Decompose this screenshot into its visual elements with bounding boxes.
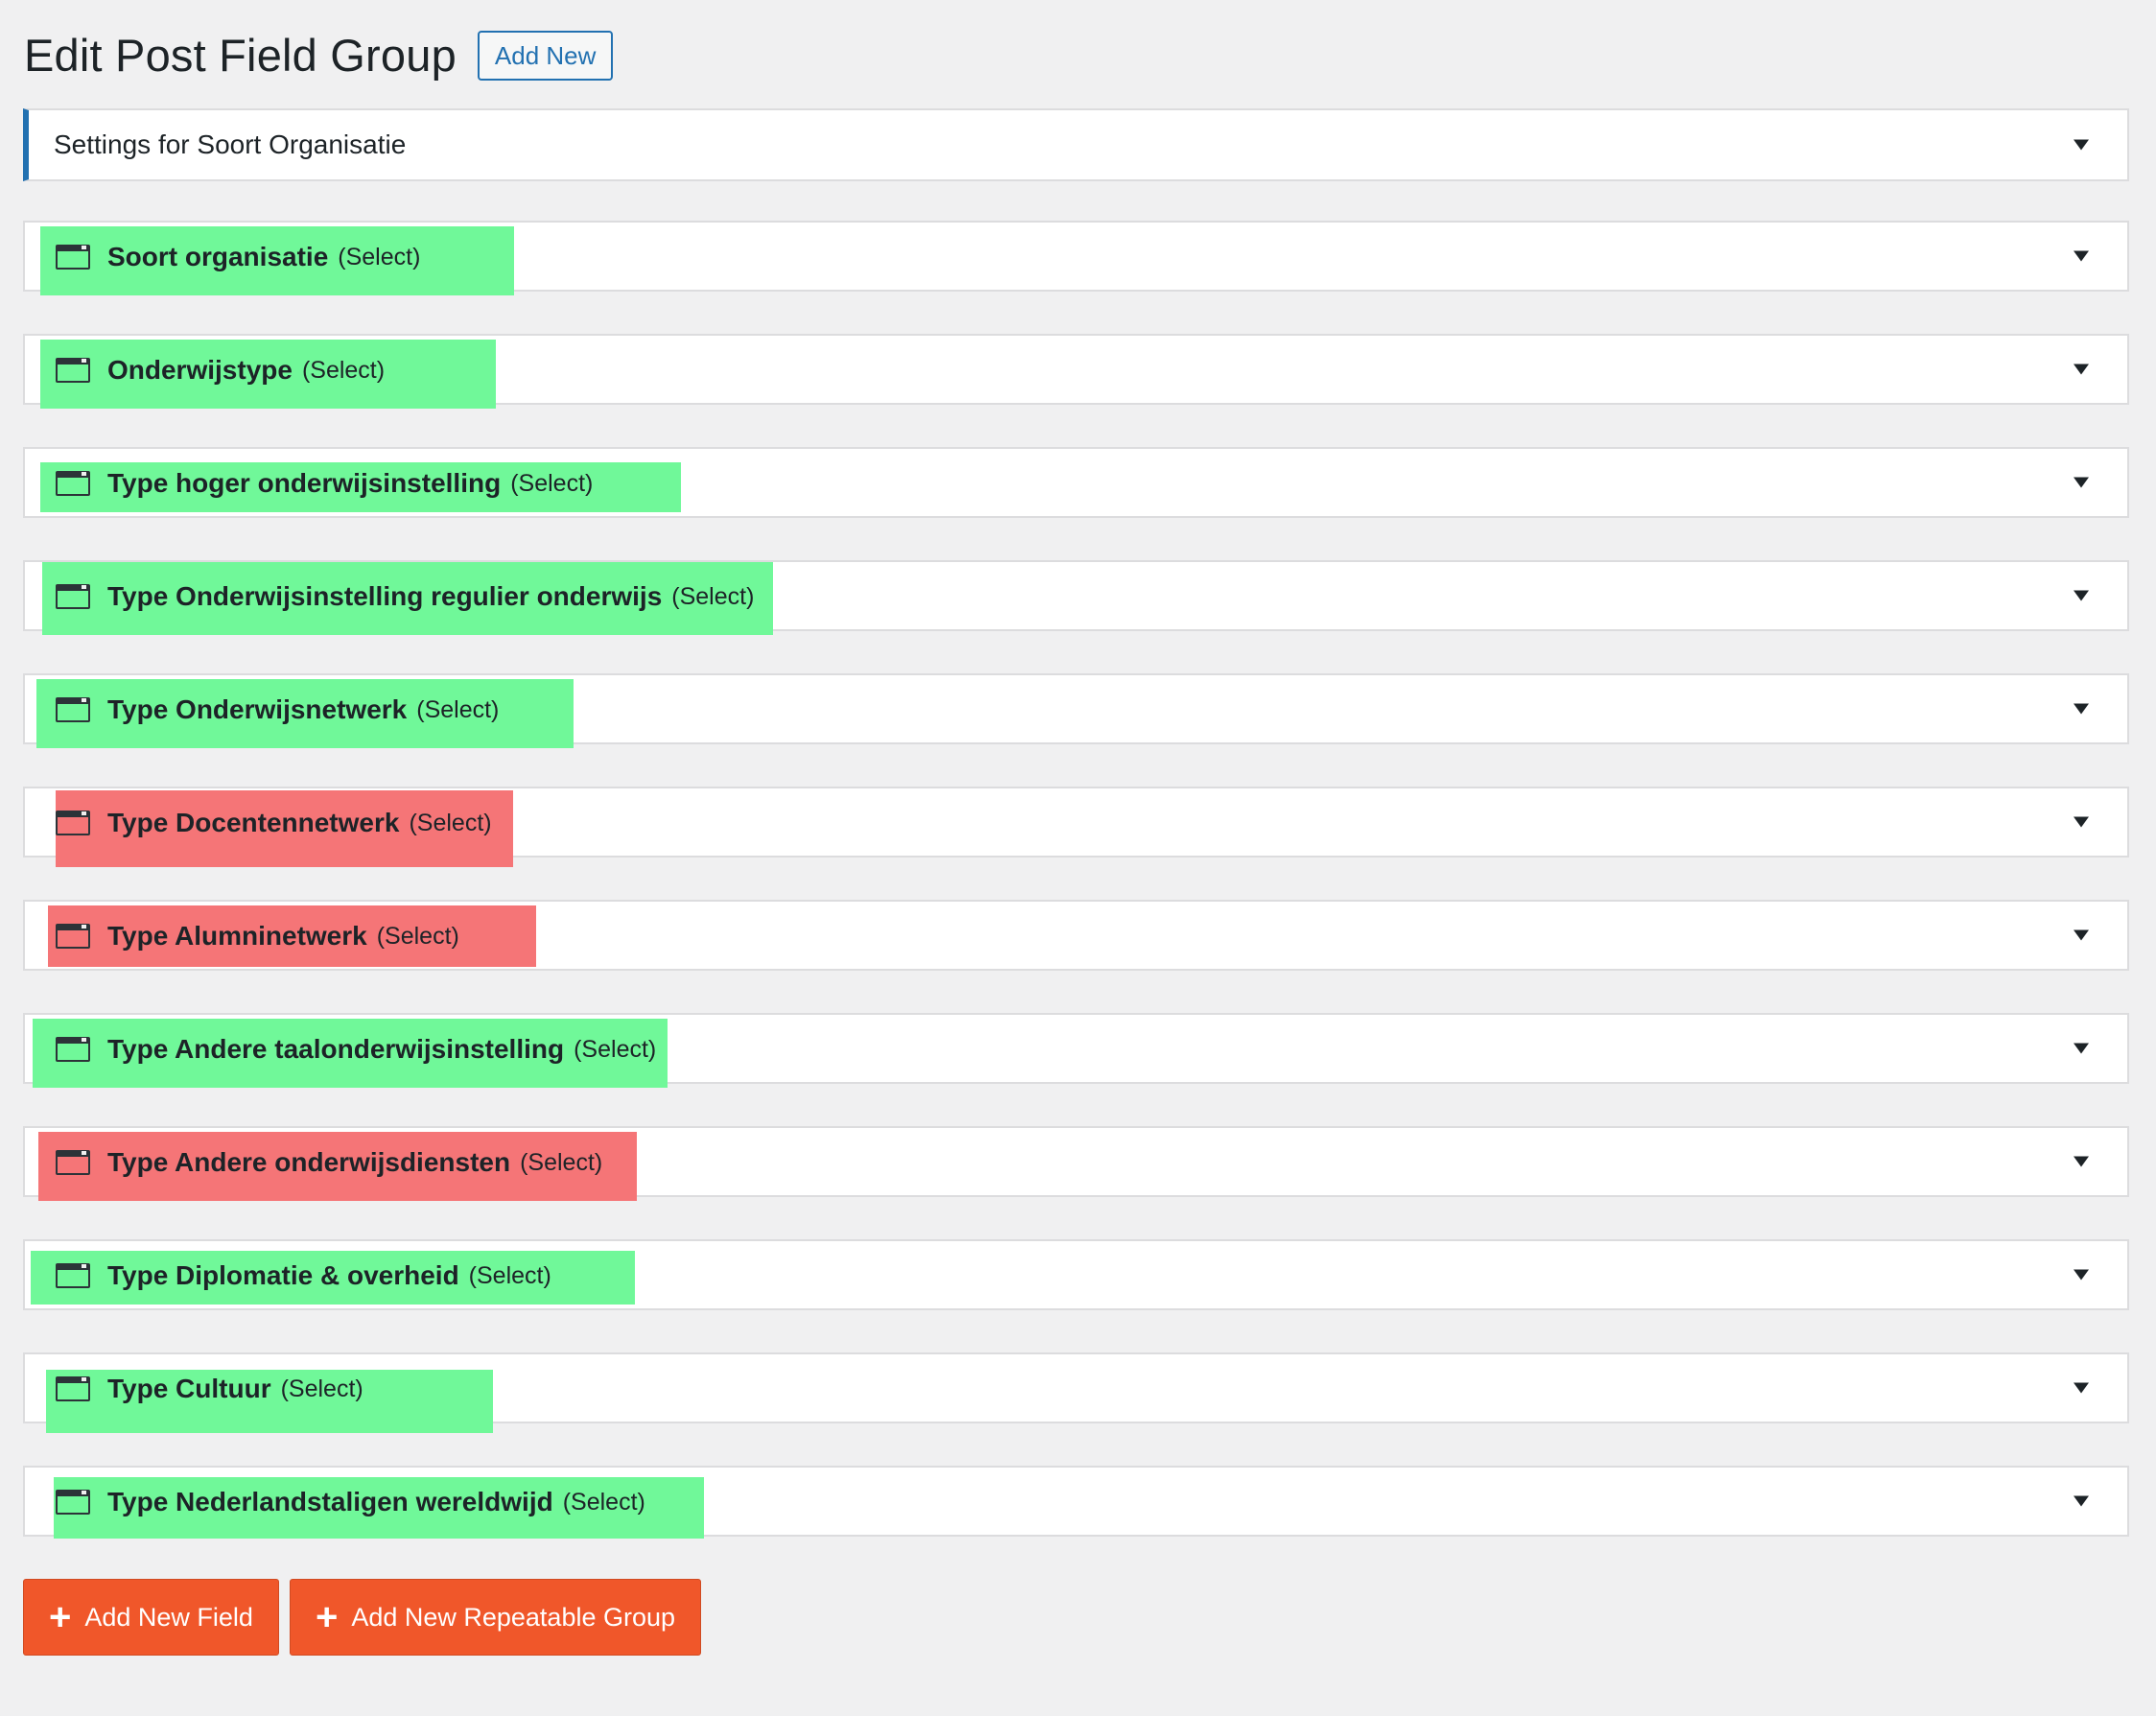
field-box[interactable]: Soort organisatie (Select): [23, 221, 2129, 295]
highlight-marker: [46, 1370, 493, 1433]
field-toggle-icon[interactable]: [2074, 1269, 2089, 1281]
field-toggle-icon[interactable]: [2074, 816, 2089, 828]
field-toggle-icon[interactable]: [2074, 590, 2089, 601]
field-type: (Select): [520, 1148, 603, 1176]
field-actions: + Add New Field + Add New Repeatable Gro…: [23, 1579, 702, 1656]
field-box[interactable]: Type Andere onderwijsdiensten (Select): [23, 1126, 2129, 1201]
field-header: Type Onderwijsinstelling regulier onderw…: [56, 562, 754, 631]
field-type: (Select): [301, 356, 386, 384]
highlight-marker: [33, 1019, 668, 1088]
highlight-marker: [31, 1251, 635, 1305]
field-header: Type Nederlandstaligen wereldwijd (Selec…: [56, 1468, 645, 1537]
field-box[interactable]: Type Andere taalonderwijsinstelling (Sel…: [23, 1013, 2129, 1088]
select-field-icon: [56, 471, 90, 496]
highlight-marker: [40, 462, 681, 512]
field-header: Type Docentennetwerk (Select): [56, 788, 492, 858]
field-header: Type Onderwijsnetwerk (Select): [56, 675, 499, 744]
select-field-icon: [56, 1263, 90, 1288]
field-header: Type Diplomatie & overheid (Select): [56, 1241, 551, 1310]
field-type: (Select): [574, 1035, 657, 1063]
select-field-icon: [56, 1490, 90, 1515]
field-box[interactable]: Type Onderwijsinstelling regulier onderw…: [23, 560, 2129, 635]
add-new-button[interactable]: Add New: [477, 31, 614, 81]
add-repeatable-group-button[interactable]: + Add New Repeatable Group: [289, 1579, 702, 1656]
field-header: Type hoger onderwijsinstelling (Select): [56, 449, 593, 518]
plus-icon: +: [315, 1596, 339, 1638]
select-field-icon: [56, 1376, 90, 1401]
highlight-marker: [40, 226, 514, 295]
select-field-icon: [56, 924, 90, 949]
field-header: Soort organisatie (Select): [56, 223, 420, 292]
field-type: (Select): [468, 1261, 551, 1289]
settings-toggle-icon[interactable]: [2074, 139, 2089, 151]
field-header: Type Andere onderwijsdiensten (Select): [56, 1128, 602, 1197]
field-header: Type Andere taalonderwijsinstelling (Sel…: [56, 1015, 656, 1084]
highlight-marker: [56, 790, 513, 867]
add-new-field-button[interactable]: + Add New Field: [23, 1579, 279, 1656]
field-name: Type Onderwijsnetwerk: [107, 694, 408, 724]
field-name: Type Andere taalonderwijsinstelling: [107, 1034, 565, 1064]
field-box[interactable]: Type Cultuur (Select): [23, 1352, 2129, 1433]
field-name: Onderwijstype: [107, 355, 293, 385]
field-box[interactable]: Type Diplomatie & overheid (Select): [23, 1239, 2129, 1310]
highlight-marker: [48, 905, 536, 967]
field-box[interactable]: Type Onderwijsnetwerk (Select): [23, 673, 2129, 748]
plus-icon: +: [49, 1596, 72, 1638]
field-box[interactable]: Onderwijstype (Select): [23, 334, 2129, 409]
field-name: Type Andere onderwijsdiensten: [107, 1147, 511, 1177]
select-field-icon: [56, 1037, 90, 1062]
select-field-icon: [56, 245, 90, 270]
page-title: Edit Post Field Group: [24, 30, 457, 81]
highlight-marker: [42, 562, 773, 635]
field-type: (Select): [376, 922, 459, 950]
field-toggle-icon[interactable]: [2074, 1043, 2089, 1054]
field-box[interactable]: Type Nederlandstaligen wereldwijd (Selec…: [23, 1466, 2129, 1539]
highlight-marker: [38, 1132, 637, 1201]
field-name: Type hoger onderwijsinstelling: [107, 468, 502, 498]
field-name: Type Docentennetwerk: [107, 808, 400, 837]
select-field-icon: [56, 584, 90, 609]
field-name: Type Cultuur: [107, 1374, 271, 1403]
field-box[interactable]: Type Alumninetwerk (Select): [23, 900, 2129, 971]
select-field-icon: [56, 811, 90, 835]
field-toggle-icon[interactable]: [2074, 929, 2089, 941]
field-name: Type Diplomatie & overheid: [107, 1260, 459, 1290]
field-name: Type Nederlandstaligen wereldwijd: [107, 1487, 553, 1516]
field-toggle-icon[interactable]: [2074, 477, 2089, 488]
field-toggle-icon[interactable]: [2074, 1382, 2089, 1394]
field-toggle-icon[interactable]: [2074, 250, 2089, 262]
select-field-icon: [56, 697, 90, 722]
field-type: (Select): [338, 243, 421, 270]
field-header: Onderwijstype (Select): [56, 336, 385, 405]
field-type: (Select): [671, 582, 755, 610]
highlight-marker: [54, 1477, 704, 1539]
field-toggle-icon[interactable]: [2074, 1495, 2089, 1507]
field-box[interactable]: Type hoger onderwijsinstelling (Select): [23, 447, 2129, 518]
field-type: (Select): [416, 695, 500, 723]
highlight-marker: [40, 340, 496, 409]
page-header: Edit Post Field Group Add New: [24, 27, 614, 84]
settings-box[interactable]: Settings for Soort Organisatie: [23, 108, 2129, 181]
field-type: (Select): [280, 1375, 363, 1402]
select-field-icon: [56, 1150, 90, 1175]
field-box[interactable]: Type Docentennetwerk (Select): [23, 787, 2129, 867]
highlight-marker: [36, 679, 574, 748]
field-type: (Select): [510, 469, 594, 497]
field-name: Type Onderwijsinstelling regulier onderw…: [107, 581, 663, 611]
add-new-field-label: Add New Field: [84, 1602, 253, 1632]
field-type: (Select): [562, 1488, 645, 1516]
field-type: (Select): [409, 809, 492, 836]
field-header: Type Cultuur (Select): [56, 1354, 363, 1423]
field-header: Type Alumninetwerk (Select): [56, 902, 459, 971]
add-repeatable-group-label: Add New Repeatable Group: [351, 1602, 676, 1632]
field-name: Soort organisatie: [107, 242, 329, 271]
field-name: Type Alumninetwerk: [107, 921, 367, 951]
field-toggle-icon[interactable]: [2074, 703, 2089, 715]
select-field-icon: [56, 358, 90, 383]
field-toggle-icon[interactable]: [2074, 1156, 2089, 1167]
settings-box-title: Settings for Soort Organisatie: [54, 129, 407, 159]
field-list: Settings for Soort Organisatie Soort org…: [23, 108, 2129, 1579]
field-toggle-icon[interactable]: [2074, 364, 2089, 375]
